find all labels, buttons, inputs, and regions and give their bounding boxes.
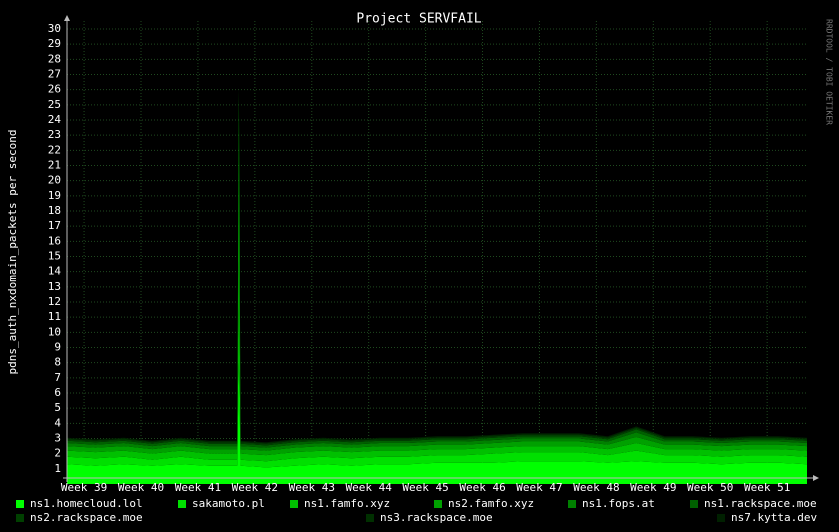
legend-swatch: [16, 500, 24, 508]
chart-title: Project SERVFAIL: [356, 12, 481, 27]
legend-swatch: [178, 500, 186, 508]
x-tick-label: Week 45: [402, 481, 448, 494]
y-tick-label: 9: [54, 341, 61, 354]
y-tick-label: 7: [54, 371, 61, 384]
x-tick-label: Week 50: [687, 481, 733, 494]
grid: [67, 21, 807, 484]
y-tick-label: 20: [48, 174, 61, 187]
y-tick-label: 26: [48, 83, 61, 96]
x-tick-label: Week 42: [232, 481, 278, 494]
watermark: RRDTOOL / TOBI OETIKER: [825, 19, 834, 125]
x-tick-label: Week 47: [516, 481, 562, 494]
legend-label: ns1.rackspace.moe: [704, 497, 817, 510]
y-tick-label: 8: [54, 356, 61, 369]
y-tick-label: 15: [48, 250, 61, 263]
y-axis-arrow: [64, 15, 70, 21]
y-tick-label: 11: [48, 310, 61, 323]
y-tick-label: 18: [48, 204, 61, 217]
y-tick-label: 23: [48, 128, 61, 141]
x-tick-label: Week 44: [346, 481, 393, 494]
y-tick-label: 3: [54, 432, 61, 445]
y-tick-label: 12: [48, 295, 61, 308]
y-tick-label: 17: [48, 219, 61, 232]
y-tick-label: 27: [48, 68, 61, 81]
y-tick-label: 2: [54, 447, 61, 460]
legend-label: ns1.homecloud.lol: [30, 497, 143, 510]
y-tick-label: 21: [48, 159, 61, 172]
legend-swatch: [16, 514, 24, 522]
legend-swatch: [717, 514, 725, 522]
y-tick-label: 10: [48, 325, 61, 338]
x-tick-label: Week 51: [744, 481, 790, 494]
y-tick-label: 16: [48, 234, 61, 247]
legend-label: ns2.famfo.xyz: [448, 497, 534, 510]
x-tick-label: Week 49: [630, 481, 676, 494]
y-tick-label: 30: [48, 22, 61, 35]
area: [67, 362, 807, 484]
legend-label: ns1.fops.at: [582, 497, 655, 510]
legend-label: ns1.famfo.xyz: [304, 497, 390, 510]
y-tick-label: 6: [54, 386, 61, 399]
legend-label: ns3.rackspace.moe: [380, 511, 493, 524]
y-tick-label: 13: [48, 280, 61, 293]
legend-swatch: [366, 514, 374, 522]
x-tick-label: Week 40: [118, 481, 164, 494]
plot-areas: [67, 89, 807, 484]
y-tick-label: 19: [48, 189, 61, 202]
y-tick-label: 14: [48, 265, 62, 278]
x-tick-label: Week 43: [289, 481, 335, 494]
legend-label: sakamoto.pl: [192, 497, 265, 510]
axes: 1234567891011121314151617181920212223242…: [48, 15, 819, 494]
legend-swatch: [434, 500, 442, 508]
x-axis-arrow: [813, 475, 819, 481]
legend-label: ns2.rackspace.moe: [30, 511, 143, 524]
x-tick-label: Week 46: [459, 481, 505, 494]
y-axis-label: pdns_auth_nxdomain_packets per second: [6, 129, 19, 374]
legend-swatch: [568, 500, 576, 508]
y-tick-label: 25: [48, 98, 61, 111]
y-tick-label: 29: [48, 37, 61, 50]
y-tick-label: 4: [54, 416, 61, 429]
y-tick-label: 24: [48, 113, 62, 126]
y-tick-label: 5: [54, 401, 61, 414]
legend-swatch: [690, 500, 698, 508]
legend-label: ns7.kytta.dev: [731, 511, 817, 524]
x-tick-label: Week 39: [61, 481, 107, 494]
legend-swatch: [290, 500, 298, 508]
x-tick-label: Week 48: [573, 481, 619, 494]
legend: ns1.homecloud.lol sakamoto.pl ns1.famfo.xy…: [16, 497, 817, 524]
y-tick-label: 22: [48, 143, 61, 156]
x-tick-label: Week 41: [175, 481, 221, 494]
y-tick-label: 28: [48, 52, 61, 65]
y-tick-label: 1: [54, 462, 61, 475]
